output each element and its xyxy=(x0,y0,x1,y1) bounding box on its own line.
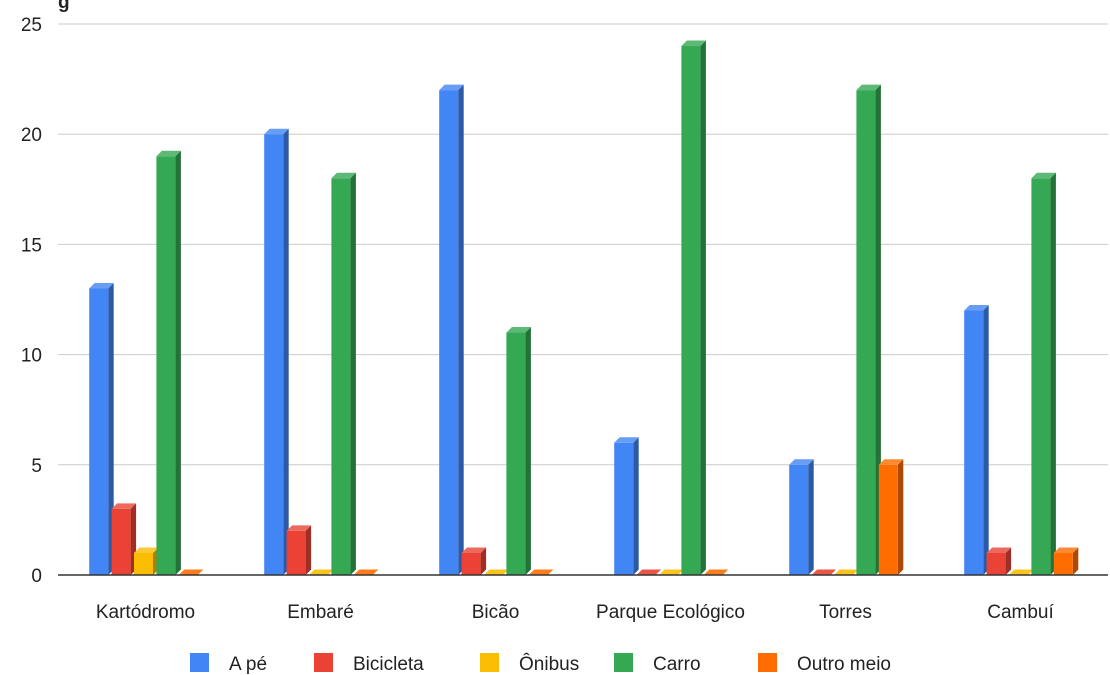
y-tick-label: 5 xyxy=(31,456,42,477)
bar xyxy=(856,84,881,576)
x-tick-label: Cambuí xyxy=(987,602,1054,623)
legend-label: Outro meio xyxy=(797,654,891,675)
bar xyxy=(1053,547,1079,575)
chart-caption-fragment: g xyxy=(58,0,70,13)
bar xyxy=(286,525,312,575)
bar xyxy=(331,172,356,575)
bar xyxy=(506,327,531,575)
legend-swatch xyxy=(758,653,777,672)
y-tick-label: 0 xyxy=(31,566,42,587)
bar xyxy=(636,569,662,575)
x-tick-label: Kartódromo xyxy=(96,602,195,623)
bar xyxy=(178,569,204,575)
x-axis-category-labels: Kartódromo Embaré Bicão Parque Ecológico Tor… xyxy=(96,602,1055,623)
bar xyxy=(614,437,639,575)
bar xyxy=(439,84,464,576)
bar xyxy=(703,569,729,575)
bar xyxy=(1009,569,1034,575)
legend-swatch xyxy=(480,653,499,672)
x-tick-label: Embaré xyxy=(287,602,354,623)
y-tick-label: 25 xyxy=(21,15,42,36)
bar xyxy=(484,569,509,575)
bar xyxy=(111,503,137,575)
bar xyxy=(834,569,859,575)
legend-swatch xyxy=(314,653,333,672)
bar xyxy=(528,569,554,575)
y-axis-tick-labels: 0 5 10 15 20 25 xyxy=(21,15,42,587)
legend-swatch xyxy=(614,653,633,672)
legend-label: A pé xyxy=(229,654,267,675)
legend-label: Carro xyxy=(653,654,701,675)
bar xyxy=(309,569,334,575)
bar xyxy=(134,547,159,575)
x-tick-label: Parque Ecológico xyxy=(596,602,745,623)
bar xyxy=(264,128,289,575)
legend-item: A pé xyxy=(190,653,267,675)
legend: A pé Bicicleta Ônibus Carro Outro meio xyxy=(190,653,891,675)
legend-item: Outro meio xyxy=(758,653,891,675)
legend-label: Bicicleta xyxy=(353,654,424,675)
bar xyxy=(89,282,114,575)
bar xyxy=(1031,172,1056,575)
legend-swatch xyxy=(190,653,209,672)
x-tick-label: Torres xyxy=(819,602,872,623)
legend-item: Ônibus xyxy=(480,653,579,675)
bar xyxy=(681,40,706,576)
bar xyxy=(986,547,1012,575)
bar xyxy=(156,150,181,576)
legend-item: Bicicleta xyxy=(314,653,424,675)
bars xyxy=(89,40,1079,576)
y-tick-label: 10 xyxy=(21,346,42,367)
bar xyxy=(964,305,989,575)
bar xyxy=(353,569,379,575)
bar xyxy=(461,547,487,575)
y-tick-label: 15 xyxy=(21,235,42,256)
bar xyxy=(878,459,904,575)
bar xyxy=(789,459,814,575)
bar xyxy=(659,569,684,575)
bar xyxy=(811,569,837,575)
legend-item: Carro xyxy=(614,653,701,675)
legend-label: Ônibus xyxy=(519,653,579,675)
y-tick-label: 20 xyxy=(21,125,42,146)
gridlines xyxy=(58,23,1108,466)
x-tick-label: Bicão xyxy=(472,602,520,623)
